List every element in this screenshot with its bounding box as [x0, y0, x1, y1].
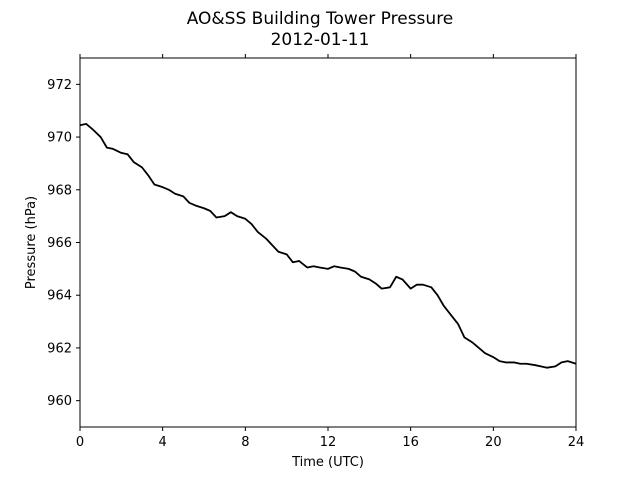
x-tick-label: 16 — [402, 435, 419, 450]
y-tick-label: 962 — [47, 341, 72, 356]
x-tick-label: 0 — [76, 435, 84, 450]
chart-title: AO&SS Building Tower Pressure — [187, 9, 454, 29]
y-axis-label: Pressure (hPa) — [24, 196, 39, 289]
x-tick-label: 12 — [320, 435, 337, 450]
plot-area-frame — [79, 57, 577, 428]
x-tick-label: 24 — [568, 435, 585, 450]
chart-subtitle: 2012-01-11 — [271, 30, 370, 50]
pressure-series-line — [79, 122, 577, 369]
x-tick-label: 8 — [241, 435, 249, 450]
x-axis-label: Time (UTC) — [291, 455, 364, 470]
y-tick-label: 968 — [47, 183, 72, 198]
y-tick-label: 972 — [47, 78, 72, 93]
x-tick-label: 20 — [485, 435, 502, 450]
y-tick-label: 960 — [47, 394, 72, 409]
axis-ticks — [76, 54, 577, 431]
y-tick-label: 970 — [47, 131, 72, 146]
y-tick-label: 964 — [47, 289, 72, 304]
x-tick-label: 4 — [159, 435, 167, 450]
axis-tick-labels: 0 4 8 12 16 20 24 960 962 964 966 968 970 972 — [47, 78, 584, 450]
y-tick-label: 966 — [47, 236, 72, 251]
